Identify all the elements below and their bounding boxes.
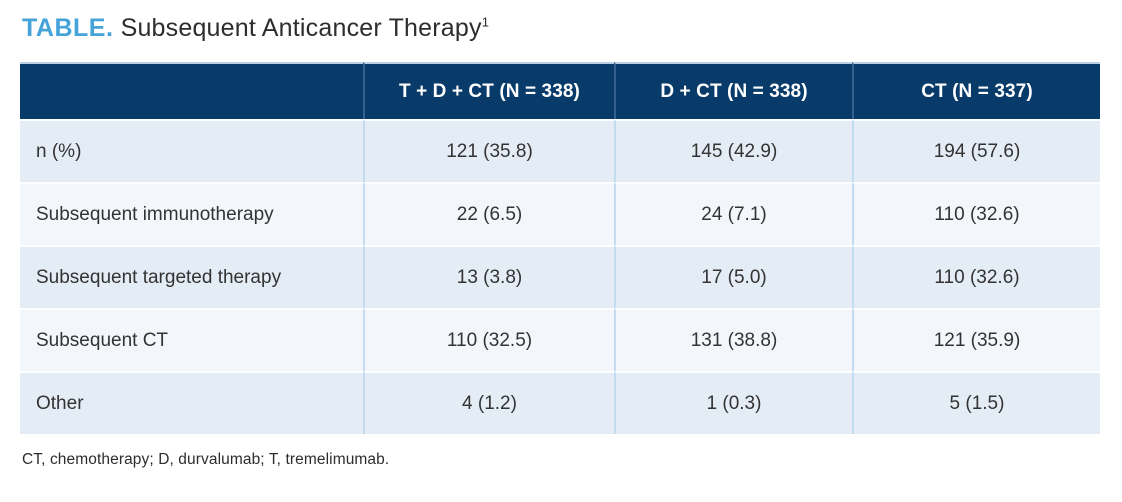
header-row: T + D + CT (N = 338) D + CT (N = 338) CT… <box>20 62 1100 119</box>
row-label: Subsequent immunotherapy <box>20 182 363 245</box>
reference-superscript: 1 <box>481 14 490 30</box>
table-cell: 110 (32.6) <box>852 182 1100 245</box>
table-cell: 121 (35.8) <box>363 119 614 182</box>
table-row: n (%) 121 (35.8) 145 (42.9) 194 (57.6) <box>20 119 1100 182</box>
row-label: Subsequent targeted therapy <box>20 245 363 308</box>
table-row: Subsequent targeted therapy 13 (3.8) 17 … <box>20 245 1100 308</box>
table-cell: 121 (35.9) <box>852 308 1100 371</box>
table-cell: 13 (3.8) <box>363 245 614 308</box>
column-header-empty <box>20 62 363 119</box>
table-row: Other 4 (1.2) 1 (0.3) 5 (1.5) <box>20 371 1100 434</box>
page: TABLE. Subsequent Anticancer Therapy1 T … <box>20 13 1100 468</box>
table-header: T + D + CT (N = 338) D + CT (N = 338) CT… <box>20 62 1100 119</box>
table-row: Subsequent CT 110 (32.5) 131 (38.8) 121 … <box>20 308 1100 371</box>
column-header-t-d-ct: T + D + CT (N = 338) <box>363 62 614 119</box>
table-cell: 110 (32.5) <box>363 308 614 371</box>
table-row: Subsequent immunotherapy 22 (6.5) 24 (7.… <box>20 182 1100 245</box>
table-cell: 1 (0.3) <box>614 371 852 434</box>
row-label: n (%) <box>20 119 363 182</box>
table-cell: 24 (7.1) <box>614 182 852 245</box>
page-title: TABLE. Subsequent Anticancer Therapy1 <box>22 13 1100 43</box>
table-cell: 17 (5.0) <box>614 245 852 308</box>
table-cell: 131 (38.8) <box>614 308 852 371</box>
table-cell: 194 (57.6) <box>852 119 1100 182</box>
abbreviations-footnote: CT, chemotherapy; D, durvalumab; T, trem… <box>22 451 390 468</box>
table-cell: 22 (6.5) <box>363 182 614 245</box>
row-label: Subsequent CT <box>20 308 363 371</box>
table-cell: 110 (32.6) <box>852 245 1100 308</box>
subsequent-anticancer-therapy-table: T + D + CT (N = 338) D + CT (N = 338) CT… <box>20 62 1100 434</box>
table-cell: 4 (1.2) <box>363 371 614 434</box>
table-label: TABLE. <box>22 14 114 42</box>
table-title-text: Subsequent Anticancer Therapy <box>113 14 482 42</box>
column-header-d-ct: D + CT (N = 338) <box>614 62 852 119</box>
row-label: Other <box>20 371 363 434</box>
column-header-ct: CT (N = 337) <box>852 62 1100 119</box>
table-body: n (%) 121 (35.8) 145 (42.9) 194 (57.6) S… <box>20 119 1100 434</box>
table-cell: 145 (42.9) <box>614 119 852 182</box>
table-cell: 5 (1.5) <box>852 371 1100 434</box>
